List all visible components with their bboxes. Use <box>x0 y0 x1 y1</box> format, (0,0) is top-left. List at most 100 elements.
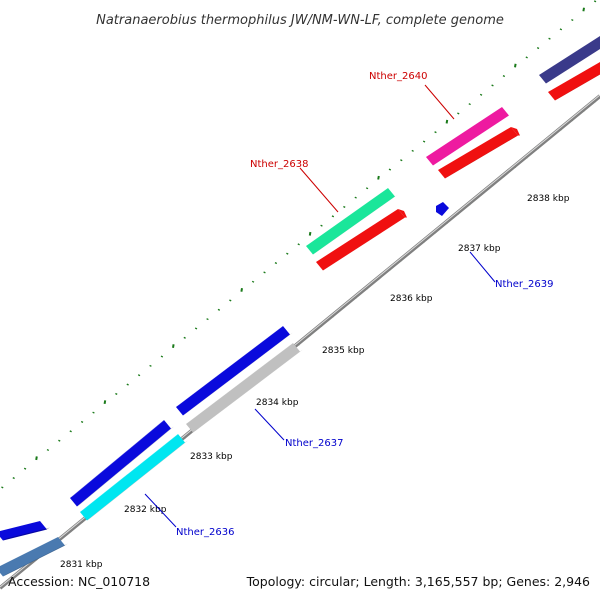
gene-bar-nther-2639 <box>436 202 449 216</box>
gene-bar-nther-2637 <box>186 341 303 433</box>
gene-bar-nther-2635-face <box>0 537 65 577</box>
cds-bar-nther-2640-arrowhead <box>511 127 520 136</box>
cds-bar-nther-2641 <box>548 61 600 101</box>
gene-bar-nther-2641-face <box>539 36 600 84</box>
tick-label-2838: 2838 kbp <box>527 194 570 204</box>
outer-scale-tick <box>422 140 426 143</box>
cds-bar-nther-2637-fwd-shade <box>182 332 293 416</box>
outer-scale-tick <box>229 299 232 302</box>
outer-scale-tick <box>479 93 483 96</box>
outer-scale-tick <box>274 262 278 265</box>
cds-bar-nther-2641-shade <box>554 74 600 101</box>
outer-scale-tick <box>183 336 186 339</box>
leader-nther-2640 <box>424 84 455 120</box>
outer-scale-tick <box>137 374 141 377</box>
cds-bar-nther-2641-top <box>548 61 600 92</box>
outer-scale-tick <box>115 392 118 395</box>
cds-bar-nther-2638-face <box>316 209 405 271</box>
gene-bar-nther-2641-top <box>539 35 600 75</box>
map-title: Natranaerobius thermophilus JW/NM-WN-LF,… <box>96 13 504 28</box>
gene-bar-nther-2641 <box>539 35 600 84</box>
cds-bar-nther-2636-fwd-top <box>70 418 167 498</box>
gene-bar-nther-2635-top <box>0 535 61 566</box>
outer-scale-tick <box>343 205 346 209</box>
outer-scale-tick <box>149 364 152 367</box>
tick-label-2836: 2836 kbp <box>390 294 433 304</box>
outer-scale-tick <box>160 355 164 358</box>
cds-bar-nther-2640 <box>438 125 521 179</box>
outer-scale-tick <box>251 280 255 283</box>
outer-scale-tick <box>593 0 597 3</box>
cds-bar-nther-2638 <box>316 207 408 271</box>
outer-scale-tick <box>536 46 540 50</box>
outer-scale-tick <box>445 119 449 124</box>
outer-scale-tick <box>411 149 414 152</box>
gene-bar-nther-2637-shade <box>192 349 303 433</box>
cds-bar-nther-2637-fwd-top <box>176 324 286 407</box>
gene-bar-nther-2638-face <box>306 188 395 255</box>
cds-bar-nther-2635-fwd <box>0 519 50 541</box>
outer-scale-tick <box>525 56 528 59</box>
outer-scale-tick <box>23 467 27 470</box>
outer-scale-tick <box>377 175 380 180</box>
gene-bar-nther-2635-shade <box>2 543 68 577</box>
outer-scale-tick <box>365 187 369 190</box>
outer-scale-tick <box>582 7 585 12</box>
gene-bar-nther-2638-top <box>306 186 391 246</box>
outer-scale-tick <box>80 420 84 424</box>
outer-scale-tick <box>35 456 38 461</box>
gene-bar-nther-2638 <box>306 186 398 255</box>
cds-bar-nther-2636-fwd-shade <box>76 426 174 507</box>
gene-bar-nther-2636-shade <box>86 440 188 521</box>
outer-scale-tick <box>1 486 4 489</box>
cds-bar-nther-2635-fwd-top <box>0 519 43 531</box>
outer-scale-tick <box>206 318 209 321</box>
tick-label-2834: 2834 kbp <box>256 398 299 408</box>
outer-scale-tick <box>103 400 107 405</box>
leader-nther-2639 <box>469 251 496 283</box>
label-layer: 2831 kbp 2832 kbp 2833 kbp 2834 kbp 2835… <box>60 71 570 570</box>
outer-scale-tick <box>69 430 72 433</box>
gene-label-nther-2639[interactable]: Nther_2639 <box>495 279 553 290</box>
gene-bar-nther-2637-face <box>186 343 300 433</box>
gene-bar-nther-2636-face <box>80 434 185 521</box>
gene-bar-nther-2640-face <box>426 107 509 166</box>
gene-bar-nther-2640-top <box>426 105 505 157</box>
gene-bar-nther-2641-shade <box>545 48 600 84</box>
outer-scale-tick <box>172 344 175 348</box>
leader-nther-2638 <box>299 167 339 213</box>
cds-bar-nther-2635-fwd-shade <box>2 527 50 541</box>
gene-bar-nther-2636 <box>80 432 188 521</box>
outer-scale-tick <box>388 168 392 171</box>
cds-bar-nther-2640-shade <box>444 133 521 179</box>
cds-bar-nther-2635-fwd-face <box>0 521 47 541</box>
cds-bar-nther-2638-arrowhead <box>398 209 407 218</box>
outer-scale-tick <box>514 63 517 68</box>
gene-label-nther-2637[interactable]: Nther_2637 <box>285 438 343 449</box>
gene-bar-nther-2640-shade <box>432 113 512 166</box>
gene-bar-nther-2636-top <box>80 432 181 512</box>
cds-bar-nther-2640-face <box>438 127 518 179</box>
outer-scale-tick <box>46 448 50 452</box>
outer-scale-tick <box>92 411 95 414</box>
outer-scale-tick <box>548 37 551 40</box>
outer-scale-tick <box>571 18 574 22</box>
tick-label-2832: 2832 kbp <box>124 505 167 515</box>
outer-scale-tick <box>240 288 243 292</box>
outer-scale-tick <box>297 243 300 246</box>
gene-label-nther-2636[interactable]: Nther_2636 <box>176 527 234 538</box>
outer-scale-tick <box>400 159 403 162</box>
outer-scale-tick <box>320 224 323 227</box>
outer-scale-tick <box>502 75 506 78</box>
feature-layer <box>0 35 600 577</box>
outer-scale-tick <box>12 477 15 480</box>
gene-label-nther-2638[interactable]: Nther_2638 <box>250 159 308 170</box>
gene-label-nther-2640[interactable]: Nther_2640 <box>369 71 427 82</box>
gene-bar-nther-2637-top <box>186 341 296 424</box>
outer-scale-tick <box>286 252 289 255</box>
cds-bar-nther-2636-fwd-face <box>70 420 171 507</box>
accession-text: Accession: NC_010718 <box>8 574 150 589</box>
cds-bar-nther-2638-top <box>316 207 401 262</box>
cds-bar-nther-2640-top <box>438 125 514 170</box>
